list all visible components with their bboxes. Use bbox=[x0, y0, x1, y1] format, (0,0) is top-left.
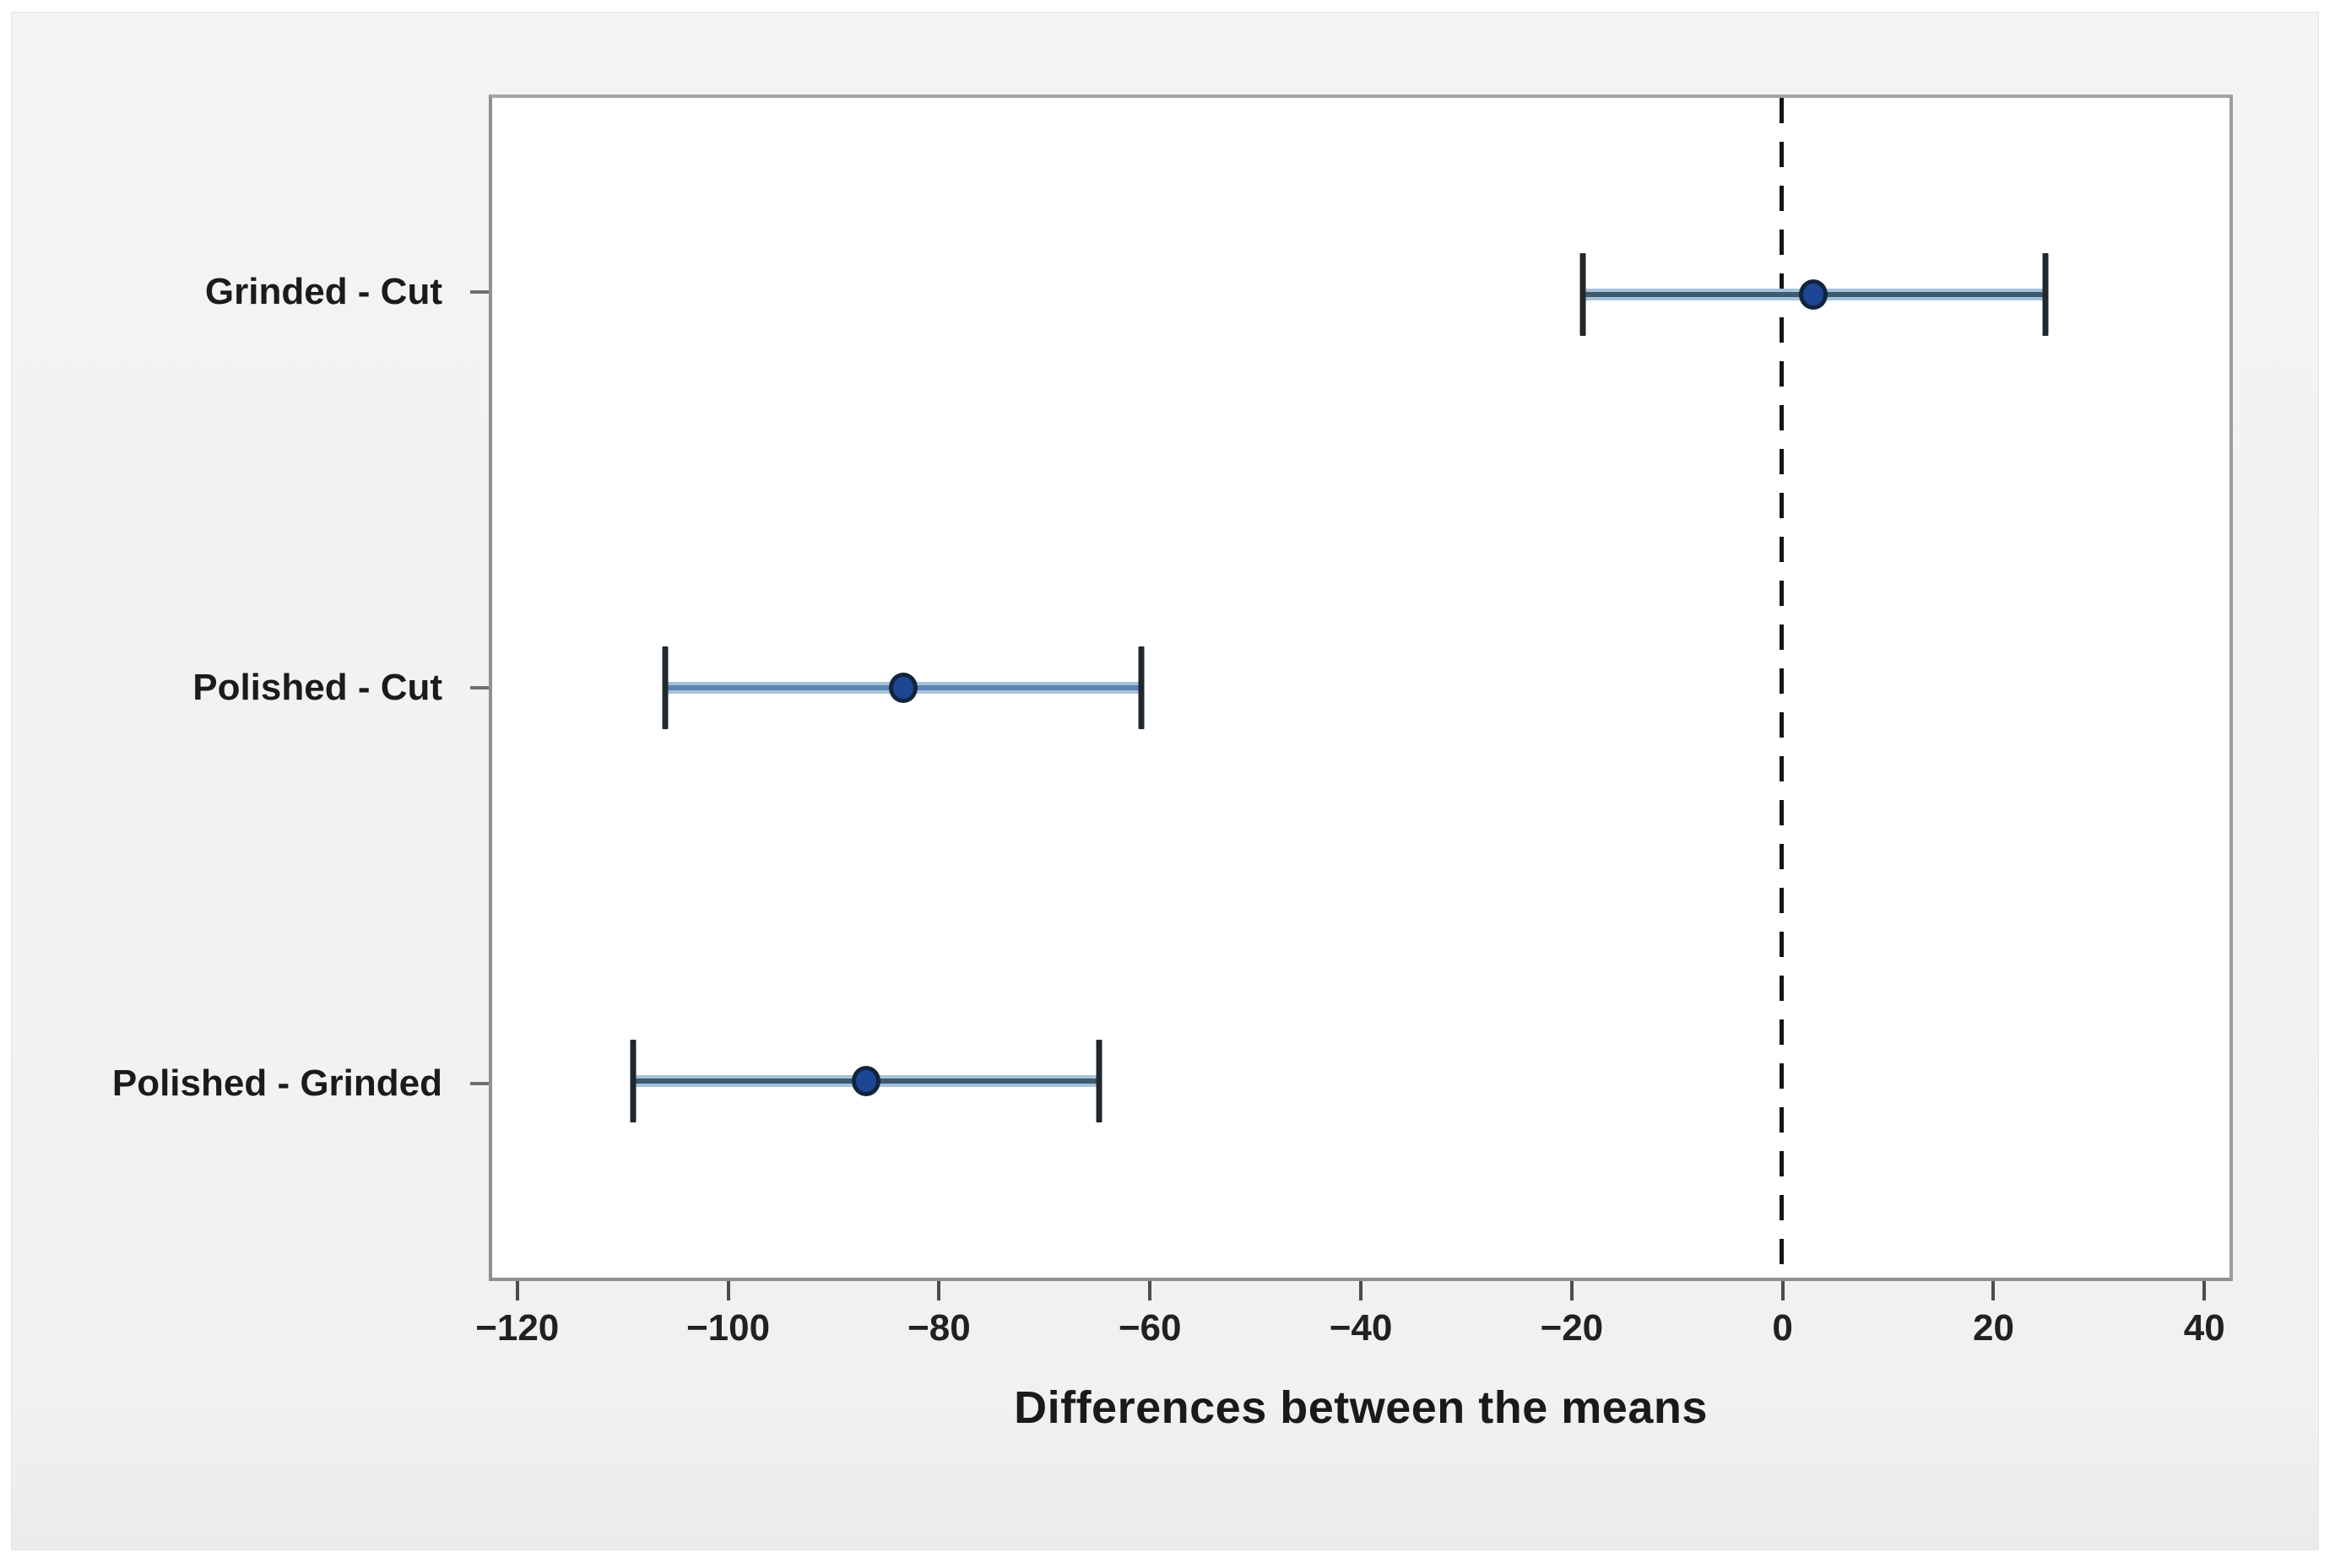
y-tick bbox=[470, 686, 489, 689]
x-tick-label: 0 bbox=[1772, 1307, 1793, 1349]
y-tick bbox=[470, 290, 489, 295]
x-tick-label: −120 bbox=[475, 1307, 560, 1349]
ci-cap-left bbox=[662, 646, 669, 729]
ci-cap-left bbox=[1579, 253, 1586, 336]
x-tick bbox=[1780, 1281, 1785, 1300]
ci-cap-right bbox=[2042, 253, 2049, 336]
x-tick-label: −20 bbox=[1540, 1307, 1604, 1349]
y-tick bbox=[470, 1081, 489, 1085]
mean-marker bbox=[851, 1066, 880, 1096]
x-tick bbox=[1148, 1281, 1152, 1300]
ci-cap-right bbox=[1096, 1040, 1102, 1122]
ci-cap-left bbox=[630, 1040, 637, 1122]
x-tick bbox=[1359, 1281, 1363, 1300]
x-tick bbox=[2202, 1281, 2207, 1300]
plot-area bbox=[489, 95, 2233, 1281]
x-tick bbox=[726, 1281, 730, 1300]
x-tick bbox=[937, 1281, 941, 1300]
category-label: Grinded - Cut bbox=[204, 271, 442, 313]
x-tick bbox=[515, 1281, 519, 1300]
ci-cap-right bbox=[1138, 646, 1145, 729]
x-tick-label: 40 bbox=[2183, 1307, 2225, 1349]
category-label: Polished - Grinded bbox=[111, 1062, 442, 1104]
chart-panel: Grinded - Cut Polished - Cut Polished - Gr… bbox=[11, 12, 2319, 1550]
mean-marker bbox=[1799, 279, 1828, 310]
x-tick-label: −40 bbox=[1329, 1307, 1393, 1349]
x-tick bbox=[1991, 1281, 1996, 1300]
mean-marker bbox=[888, 673, 918, 703]
x-tick bbox=[1569, 1281, 1574, 1300]
x-tick-label: −100 bbox=[685, 1307, 771, 1349]
x-tick-label: 20 bbox=[1972, 1307, 2014, 1349]
zero-reference-line bbox=[1779, 98, 1784, 1278]
x-tick-label: −60 bbox=[1118, 1307, 1182, 1349]
x-axis-title: Differences between the means bbox=[1014, 1382, 1708, 1433]
x-tick-label: −80 bbox=[907, 1307, 971, 1349]
category-label: Polished - Cut bbox=[192, 667, 442, 708]
